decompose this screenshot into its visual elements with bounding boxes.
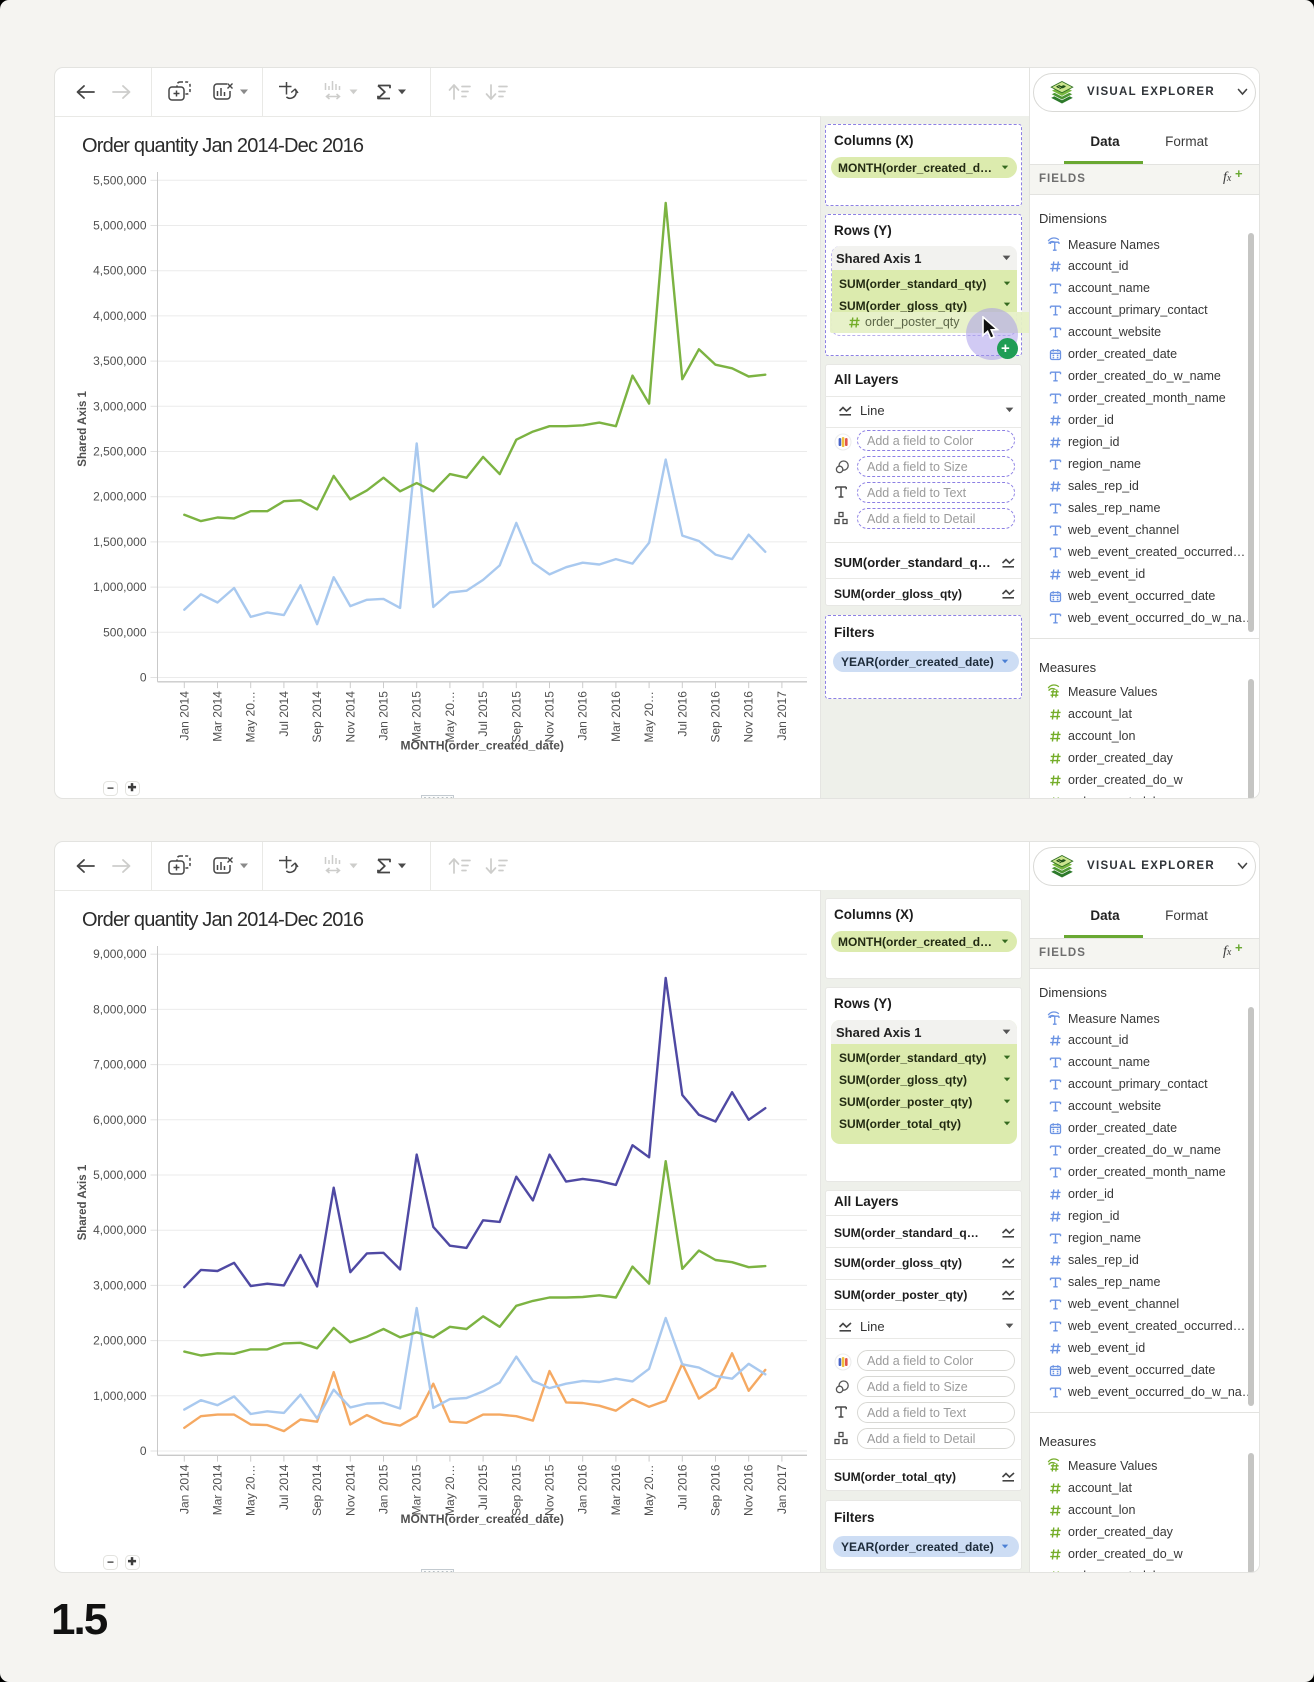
svg-text:1,000,000: 1,000,000 bbox=[93, 580, 147, 594]
svg-text:Sep 2016: Sep 2016 bbox=[709, 1464, 723, 1516]
svg-text:0: 0 bbox=[140, 1444, 147, 1458]
svg-text:Nov 2016: Nov 2016 bbox=[742, 1464, 756, 1516]
svg-text:4,500,000: 4,500,000 bbox=[93, 264, 147, 278]
svg-text:2,500,000: 2,500,000 bbox=[93, 445, 147, 459]
svg-text:Mar 2014: Mar 2014 bbox=[211, 691, 225, 742]
svg-text:5,500,000: 5,500,000 bbox=[93, 173, 147, 187]
svg-text:Nov 2014: Nov 2014 bbox=[343, 1464, 357, 1516]
svg-text:Sep 2014: Sep 2014 bbox=[310, 691, 324, 743]
svg-text:9,000,000: 9,000,000 bbox=[93, 947, 147, 961]
svg-text:Jul 2014: Jul 2014 bbox=[277, 1464, 291, 1510]
svg-text:Jan 2017: Jan 2017 bbox=[775, 1464, 789, 1514]
svg-text:1,000,000: 1,000,000 bbox=[93, 1389, 147, 1403]
svg-text:3,000,000: 3,000,000 bbox=[93, 399, 147, 413]
svg-text:6,000,000: 6,000,000 bbox=[93, 1113, 147, 1127]
svg-text:4,000,000: 4,000,000 bbox=[93, 309, 147, 323]
svg-text:Nov 2015: Nov 2015 bbox=[543, 1464, 557, 1516]
svg-text:MONTH(order_created_date): MONTH(order_created_date) bbox=[401, 738, 564, 752]
svg-text:2,000,000: 2,000,000 bbox=[93, 490, 147, 504]
svg-text:May 20…: May 20… bbox=[642, 1465, 656, 1516]
svg-text:Sep 2015: Sep 2015 bbox=[509, 691, 523, 743]
svg-text:7,000,000: 7,000,000 bbox=[93, 1058, 147, 1072]
svg-text:Mar 2014: Mar 2014 bbox=[211, 1464, 225, 1515]
svg-text:4,000,000: 4,000,000 bbox=[93, 1223, 147, 1237]
svg-text:Shared Axis 1: Shared Axis 1 bbox=[77, 1164, 89, 1240]
svg-text:3,000,000: 3,000,000 bbox=[93, 1278, 147, 1292]
svg-text:Jan 2014: Jan 2014 bbox=[177, 1464, 191, 1514]
svg-text:Jan 2017: Jan 2017 bbox=[775, 691, 789, 741]
svg-text:8,000,000: 8,000,000 bbox=[93, 1002, 147, 1016]
svg-text:Mar 2016: Mar 2016 bbox=[609, 691, 623, 742]
svg-text:Jan 2015: Jan 2015 bbox=[377, 691, 391, 741]
svg-text:Mar 2015: Mar 2015 bbox=[410, 1464, 424, 1515]
svg-text:0: 0 bbox=[140, 671, 147, 685]
svg-text:Jul 2016: Jul 2016 bbox=[675, 1464, 689, 1510]
svg-text:3,500,000: 3,500,000 bbox=[93, 354, 147, 368]
svg-text:May 20…: May 20… bbox=[443, 1465, 457, 1516]
svg-text:2,000,000: 2,000,000 bbox=[93, 1334, 147, 1348]
svg-text:Jul 2014: Jul 2014 bbox=[277, 691, 291, 737]
svg-text:1,500,000: 1,500,000 bbox=[93, 535, 147, 549]
svg-text:May 20…: May 20… bbox=[244, 691, 258, 742]
svg-text:5,000,000: 5,000,000 bbox=[93, 1168, 147, 1182]
svg-text:Sep 2016: Sep 2016 bbox=[709, 691, 723, 743]
svg-text:Sep 2015: Sep 2015 bbox=[509, 1464, 523, 1516]
svg-text:May 20…: May 20… bbox=[244, 1465, 258, 1516]
svg-text:MONTH(order_created_date): MONTH(order_created_date) bbox=[401, 1512, 564, 1526]
svg-text:Shared Axis 1: Shared Axis 1 bbox=[77, 390, 89, 466]
svg-text:Jul 2016: Jul 2016 bbox=[675, 691, 689, 737]
svg-text:Nov 2016: Nov 2016 bbox=[742, 691, 756, 743]
svg-text:Mar 2015: Mar 2015 bbox=[410, 691, 424, 742]
svg-text:5,000,000: 5,000,000 bbox=[93, 219, 147, 233]
svg-text:Jul 2015: Jul 2015 bbox=[476, 1464, 490, 1510]
svg-text:Nov 2014: Nov 2014 bbox=[343, 691, 357, 743]
svg-text:Jan 2016: Jan 2016 bbox=[576, 691, 590, 741]
svg-text:May 20…: May 20… bbox=[443, 691, 457, 742]
svg-text:Sep 2014: Sep 2014 bbox=[310, 1464, 324, 1516]
svg-text:Nov 2015: Nov 2015 bbox=[543, 691, 557, 743]
svg-text:Jan 2014: Jan 2014 bbox=[177, 691, 191, 741]
svg-text:Jan 2016: Jan 2016 bbox=[576, 1464, 590, 1514]
svg-text:Jan 2015: Jan 2015 bbox=[377, 1464, 391, 1514]
svg-text:Mar 2016: Mar 2016 bbox=[609, 1464, 623, 1515]
svg-text:500,000: 500,000 bbox=[103, 625, 147, 639]
svg-text:Jul 2015: Jul 2015 bbox=[476, 691, 490, 737]
svg-text:May 20…: May 20… bbox=[642, 691, 656, 742]
